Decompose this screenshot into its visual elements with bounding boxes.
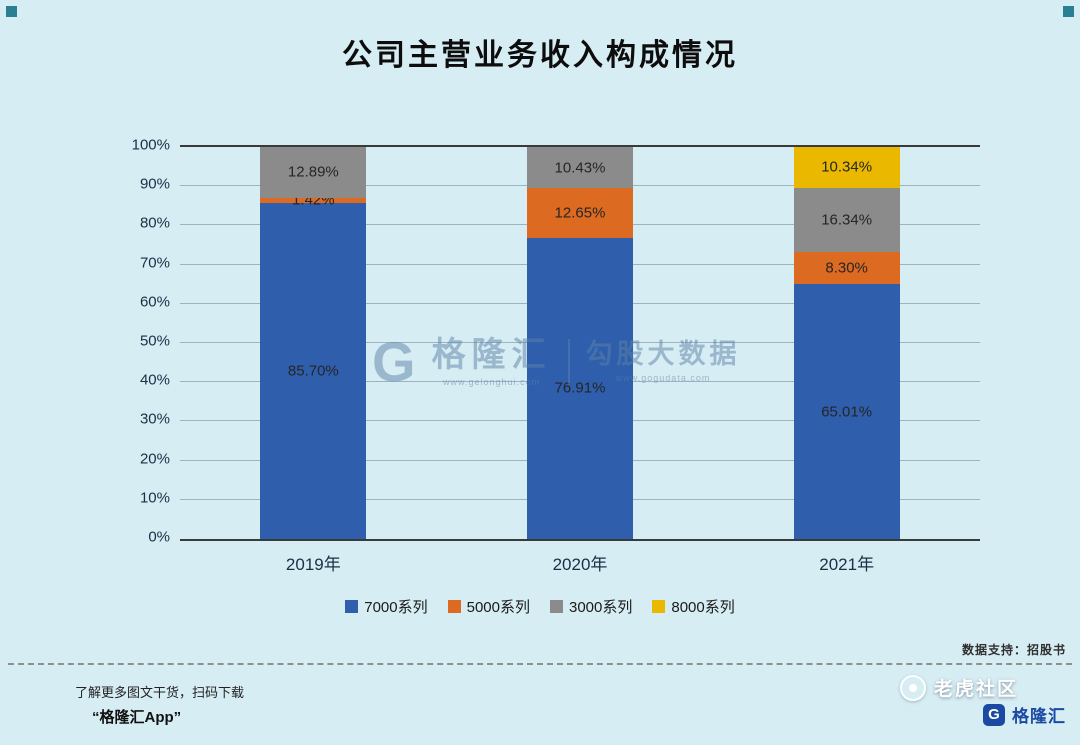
bar-segment-3000系列: 10.43%: [526, 147, 633, 188]
legend-label: 3000系列: [569, 599, 633, 616]
gelonghui-badge-icon: G: [983, 703, 1005, 726]
bar-segment-label: 65.01%: [821, 403, 873, 421]
bar-segment-7000系列: 65.01%: [793, 284, 900, 539]
bar-2021年: 65.01% 8.30% 16.34% 10.34%: [793, 147, 900, 539]
bar-segment-label: 10.43%: [554, 159, 606, 176]
x-tick-label: 2021年: [819, 555, 875, 574]
legend-swatch: [447, 600, 461, 613]
legend-label: 8000系列: [671, 599, 735, 616]
tiger-community-icon: [899, 674, 926, 701]
bar-2020年: 76.91% 12.65% 10.43%: [526, 147, 633, 539]
bar-segment-5000系列: 1.42%: [260, 192, 367, 209]
bar-segment-7000系列: 76.91%: [526, 237, 633, 539]
bar-segment-8000系列: 10.34%: [793, 147, 900, 188]
bar-segment-3000系列: 16.34%: [793, 187, 900, 252]
footer-divider: [8, 663, 1072, 665]
x-axis: 2019年 2020年 2021年: [180, 550, 980, 575]
y-tick-label: 60%: [139, 293, 170, 311]
bar-segment-5000系列: 12.65%: [526, 187, 633, 238]
community-name: 老虎社区: [933, 679, 1018, 700]
y-tick-label: 50%: [139, 332, 170, 350]
brand-name: 格隆汇: [1012, 707, 1066, 726]
bar-segment-5000系列: 8.30%: [793, 251, 900, 285]
y-tick-label: 10%: [139, 489, 170, 507]
bar-segment-label: 76.91%: [554, 379, 606, 397]
y-tick-label: 70%: [139, 254, 170, 272]
bar-segment-3000系列: 12.89%: [260, 147, 367, 198]
plot-area: 85.70% 1.42% 12.89% 76.91% 12.65% 10.43% 65.01…: [180, 145, 980, 541]
bar-segment-label: 85.70%: [287, 362, 339, 380]
legend-item: 3000系列: [550, 596, 632, 617]
bar-2019年: 85.70% 1.42% 12.89%: [260, 147, 367, 539]
y-tick-label: 100%: [131, 136, 170, 154]
legend-swatch: [345, 600, 359, 613]
legend-label: 7000系列: [364, 599, 428, 616]
bars: 85.70% 1.42% 12.89% 76.91% 12.65% 10.43% 65.01…: [180, 147, 980, 539]
y-tick-label: 90%: [139, 175, 170, 193]
legend-item: 8000系列: [652, 596, 735, 617]
y-tick-label: 30%: [139, 410, 170, 428]
y-tick-label: 0%: [148, 528, 170, 546]
legend-swatch: [550, 600, 563, 613]
legend: 7000系列 5000系列 3000系列 8000系列: [0, 596, 1080, 617]
promo-app-name: “格隆汇App”: [92, 709, 182, 726]
bar-segment-label: 12.65%: [554, 204, 606, 222]
x-tick-label: 2019年: [285, 555, 341, 574]
bar-segment-label: 12.89%: [287, 163, 339, 181]
brand-logo: G 格隆汇: [983, 702, 1066, 727]
bar-segment-label: 8.30%: [825, 259, 868, 277]
bar-segment-7000系列: 85.70%: [260, 203, 367, 539]
bar-segment-label: 10.34%: [821, 158, 873, 176]
community-watermark: 老虎社区: [899, 674, 1018, 701]
legend-item: 5000系列: [447, 596, 530, 617]
y-tick-label: 40%: [139, 371, 170, 389]
data-source-note: 数据支持：招股书: [961, 643, 1066, 657]
chart-title: 公司主营业务收入构成情况: [342, 39, 738, 72]
y-axis: 0% 10% 20% 30% 40% 50% 60% 70% 80% 90% 100%: [112, 137, 170, 546]
legend-item: 7000系列: [345, 596, 428, 617]
y-tick-label: 80%: [139, 214, 170, 232]
promo-text: 了解更多图文干货，扫码下载: [75, 685, 245, 700]
legend-swatch: [652, 600, 666, 613]
corner-marker: [6, 6, 17, 17]
y-tick-label: 20%: [139, 450, 170, 468]
x-tick-label: 2020年: [552, 555, 608, 574]
corner-marker: [1063, 6, 1074, 17]
legend-label: 5000系列: [466, 599, 530, 616]
bar-segment-label: 16.34%: [821, 211, 873, 229]
